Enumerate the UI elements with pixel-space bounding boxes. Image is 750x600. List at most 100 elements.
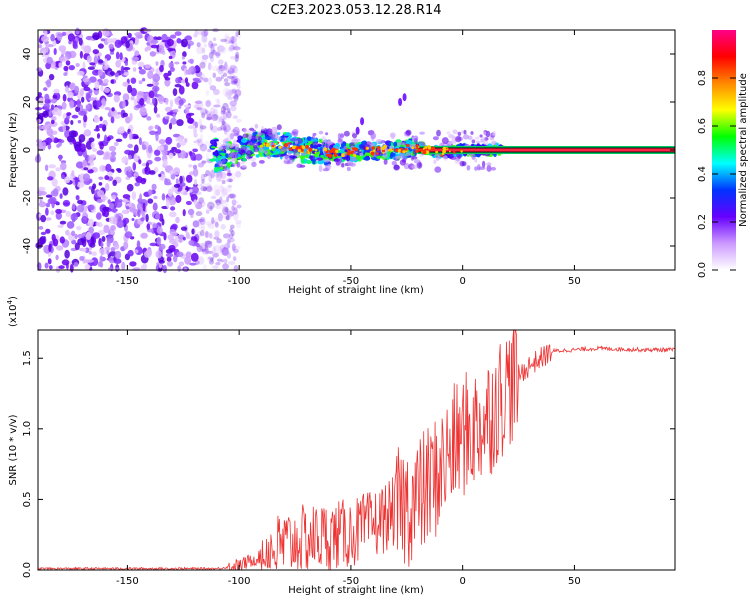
noise-speck <box>158 139 166 145</box>
noise-speck <box>108 202 115 209</box>
noise-speck <box>205 209 210 214</box>
noise-speck <box>215 115 223 124</box>
noise-speck <box>65 60 71 66</box>
noise-speck <box>88 186 93 190</box>
noise-speck <box>108 43 114 50</box>
noise-speck <box>85 140 93 150</box>
noise-speck <box>211 114 219 121</box>
noise-speck <box>93 116 101 123</box>
noise-speck <box>201 179 205 184</box>
noise-speck <box>163 144 169 152</box>
noise-speck <box>126 183 134 192</box>
trace-halo-speck <box>432 136 439 141</box>
noise-speck <box>232 46 241 51</box>
y-tick-label: 20 <box>22 96 33 109</box>
noise-speck <box>195 80 202 83</box>
trace-speck <box>306 136 312 142</box>
noise-speck <box>87 169 94 174</box>
trace-core-speck <box>346 151 351 156</box>
noise-speck <box>58 45 67 52</box>
noise-speck <box>134 182 140 187</box>
noise-speck <box>223 63 229 72</box>
trace-core-speck <box>404 147 408 152</box>
noise-speck <box>114 72 120 77</box>
noise-speck <box>224 61 228 71</box>
noise-speck <box>170 206 176 211</box>
noise-speck <box>155 132 159 142</box>
y-tick-label: -20 <box>22 190 33 206</box>
trace-speck <box>219 152 226 155</box>
trace-halo-speck <box>343 145 348 150</box>
noise-speck <box>97 43 104 49</box>
noise-speck <box>77 238 85 246</box>
colorbar-label: Normalized spectral amplitude <box>738 73 749 227</box>
noise-speck <box>100 85 104 92</box>
noise-speck <box>236 84 241 89</box>
noise-speck <box>157 95 165 102</box>
noise-speck <box>38 113 46 118</box>
noise-speck <box>154 149 161 156</box>
noise-speck <box>235 170 242 178</box>
noise-speck <box>137 209 141 218</box>
noise-speck <box>90 142 95 149</box>
noise-speck <box>156 36 162 41</box>
noise-speck <box>209 85 217 91</box>
noise-speck <box>97 69 103 77</box>
noise-speck <box>86 259 94 263</box>
trace-halo-speck <box>325 132 329 136</box>
noise-speck <box>233 248 239 254</box>
trace-core-speck <box>308 147 313 152</box>
noise-speck <box>232 126 240 135</box>
noise-speck <box>209 205 213 212</box>
trace-core-speck <box>331 149 335 152</box>
trace-speck <box>346 155 351 162</box>
isolated-blob <box>355 126 360 135</box>
noise-speck <box>138 137 142 146</box>
noise-speck <box>149 51 157 57</box>
noise-speck <box>111 107 115 112</box>
noise-speck <box>99 116 103 122</box>
noise-speck <box>203 77 209 83</box>
noise-speck <box>133 144 139 154</box>
noise-speck <box>210 43 218 47</box>
noise-speck <box>109 51 115 55</box>
noise-speck <box>61 31 67 36</box>
noise-speck <box>192 148 199 153</box>
noise-speck <box>204 244 208 252</box>
noise-speck <box>141 77 146 82</box>
spectrogram-y-ticks: -40 -20 0 20 40 <box>22 48 675 254</box>
noise-speck <box>178 261 185 267</box>
trace-halo-speck <box>318 130 324 135</box>
noise-speck <box>193 126 197 136</box>
noise-speck <box>201 54 209 60</box>
noise-speck <box>194 153 203 161</box>
noise-speck <box>46 44 55 48</box>
noise-speck <box>206 113 212 121</box>
noise-speck <box>40 214 47 223</box>
trace-speck <box>363 156 370 161</box>
noise-speck <box>75 27 80 35</box>
noise-speck <box>230 75 239 85</box>
noise-speck <box>147 144 153 154</box>
trace-halo-speck <box>230 157 237 163</box>
noise-speck <box>223 123 231 128</box>
noise-speck <box>86 55 92 63</box>
noise-speck <box>192 164 198 170</box>
noise-speck <box>109 71 115 76</box>
trace-halo-speck <box>391 134 395 140</box>
noise-speck <box>67 91 74 99</box>
trace-core-speck <box>417 146 420 149</box>
trace-core-speck <box>333 153 338 158</box>
noise-speck <box>66 221 75 229</box>
trace-core-speck <box>314 148 318 152</box>
noise-speck <box>170 117 177 125</box>
noise-speck <box>74 176 79 186</box>
trace-halo-speck <box>323 158 331 163</box>
noise-speck <box>214 221 219 228</box>
noise-speck <box>227 47 234 52</box>
trace-halo-speck <box>247 142 255 146</box>
noise-speck <box>179 175 183 184</box>
trace-halo-speck <box>226 172 232 177</box>
noise-speck <box>143 94 148 102</box>
trace-core-speck <box>284 143 289 147</box>
